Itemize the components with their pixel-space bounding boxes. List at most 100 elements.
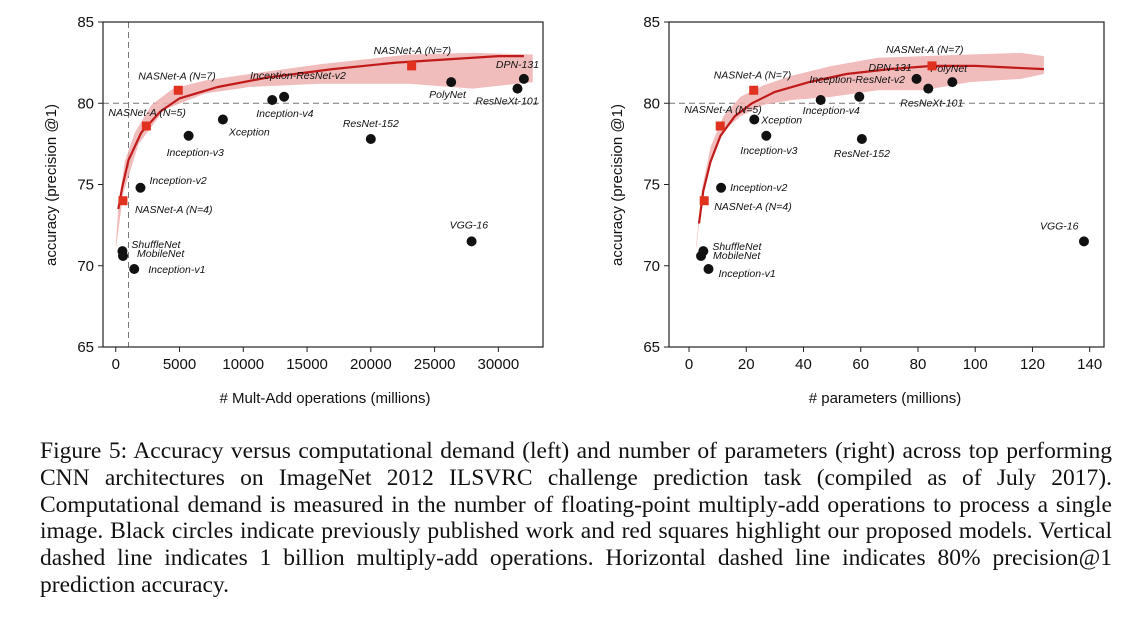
- label-nasnet-a-n-7: NASNet-A (N=7): [714, 69, 792, 81]
- point-inception-v4: [815, 95, 826, 105]
- point-inception-v1: [703, 264, 714, 274]
- point-inception-v4: [267, 95, 278, 105]
- x-tick-label: 100: [963, 356, 988, 373]
- y-axis-label: accuracy (precision @1): [43, 104, 60, 266]
- point-inception-resnet-v2: [854, 91, 865, 102]
- label-dpn-131: DPN-131: [869, 62, 912, 74]
- label-mobilenet: MobileNet: [137, 248, 185, 260]
- square-nasnet-a-n-4: [699, 196, 709, 206]
- x-tick-label: 0: [685, 356, 693, 373]
- label-inception-v2: Inception-v2: [730, 182, 787, 194]
- y-tick-label: 75: [643, 177, 660, 194]
- pareto-band: [696, 52, 1044, 250]
- label-dpn-131: DPN-131: [496, 59, 539, 71]
- y-tick-label: 70: [77, 258, 94, 275]
- square-nasnet-a-n-7: [173, 85, 183, 95]
- label-inception-v2: Inception-v2: [149, 175, 206, 187]
- label-xception: Xception: [228, 127, 270, 139]
- label-polynet: PolyNet: [930, 63, 968, 75]
- x-tick-label: 5000: [163, 356, 196, 373]
- figure-caption: Figure 5: Accuracy versus computational …: [40, 438, 1112, 598]
- point-resnext-101: [512, 83, 523, 94]
- point-inception-resnet-v2: [279, 91, 290, 102]
- label-shufflenet: ShuffleNet: [131, 239, 181, 251]
- label-inception-v4: Inception-v4: [256, 108, 313, 120]
- point-xception: [749, 114, 760, 125]
- point-dpn-131: [911, 73, 922, 84]
- y-tick-label: 75: [77, 177, 94, 194]
- label-nasnet-a-n-5: NASNet-A (N=5): [108, 107, 186, 119]
- x-tick-label: 20000: [350, 356, 392, 373]
- point-resnet-152: [856, 134, 867, 144]
- point-vgg-16: [466, 236, 477, 247]
- point-inception-v3: [183, 130, 194, 141]
- label-inception-v3: Inception-v3: [740, 145, 797, 157]
- label-nasnet-a-n-7: NASNet-A (N=7): [138, 70, 216, 82]
- x-tick-label: 0: [112, 356, 120, 373]
- point-inception-v2: [135, 182, 146, 193]
- x-tick-label: 30000: [478, 356, 520, 373]
- point-inception-v1: [129, 264, 140, 274]
- square-nasnet-a-n-7: [749, 85, 759, 95]
- x-tick-label: 40: [795, 356, 812, 373]
- label-resnet-152: ResNet-152: [834, 148, 890, 160]
- square-nasnet-a-n-7: [407, 61, 417, 71]
- y-tick-label: 85: [643, 14, 660, 31]
- x-tick-label: 140: [1077, 356, 1102, 373]
- square-nasnet-a-n-4: [118, 196, 128, 206]
- square-nasnet-a-n-5: [715, 121, 725, 131]
- label-inception-v3: Inception-v3: [167, 147, 224, 159]
- label-xception: Xception: [760, 115, 802, 127]
- point-polynet: [947, 77, 958, 88]
- label-inception-resnet-v2: Inception-ResNet-v2: [809, 74, 905, 86]
- x-tick-label: 60: [852, 356, 869, 373]
- point-resnet-152: [365, 134, 376, 144]
- point-inception-v2: [716, 182, 727, 193]
- y-tick-label: 80: [77, 95, 94, 112]
- x-tick-label: 120: [1020, 356, 1045, 373]
- x-tick-label: 25000: [414, 356, 456, 373]
- label-resnext-101: ResNeXt-101: [475, 96, 538, 108]
- x-tick-label: 20: [738, 356, 755, 373]
- figure: ShuffleNetMobileNetInception-v1Inception…: [43, 14, 1105, 407]
- point-vgg-16: [1078, 236, 1089, 247]
- point-inception-v3: [761, 130, 772, 141]
- label-nasnet-a-n-7: NASNet-A (N=7): [374, 45, 452, 57]
- x-axis-label: # parameters (millions): [809, 390, 962, 407]
- y-tick-label: 65: [643, 339, 660, 356]
- label-nasnet-a-n-7: NASNet-A (N=7): [886, 44, 964, 56]
- label-inception-v1: Inception-v1: [148, 264, 205, 276]
- point-resnext-101: [923, 83, 934, 94]
- label-vgg-16: VGG-16: [450, 219, 489, 231]
- point-polynet: [446, 77, 457, 88]
- square-nasnet-a-n-5: [141, 121, 151, 131]
- label-mobilenet: MobileNet: [713, 250, 761, 262]
- label-resnext-101: ResNeXt-101: [900, 98, 963, 110]
- label-inception-v1: Inception-v1: [718, 268, 775, 280]
- y-tick-label: 70: [643, 258, 660, 275]
- label-polynet: PolyNet: [429, 89, 467, 101]
- label-shufflenet: ShuffleNet: [712, 241, 762, 253]
- y-tick-label: 65: [77, 339, 94, 356]
- label-inception-v4: Inception-v4: [803, 105, 860, 117]
- label-vgg-16: VGG-16: [1040, 220, 1079, 232]
- point-xception: [217, 114, 228, 125]
- point-mobilenet: [696, 251, 707, 261]
- label-nasnet-a-n-4: NASNet-A (N=4): [714, 201, 792, 213]
- label-nasnet-a-n-4: NASNet-A (N=4): [135, 204, 213, 216]
- label-nasnet-a-n-5: NASNet-A (N=5): [684, 104, 762, 116]
- pareto-trend-line: [697, 64, 1044, 224]
- label-resnet-152: ResNet-152: [343, 118, 399, 130]
- x-tick-label: 80: [910, 356, 927, 373]
- square-nasnet-a-n-7: [927, 61, 937, 71]
- pareto-trend-line: [117, 55, 524, 210]
- x-axis-label: # Mult-Add operations (millions): [220, 390, 431, 407]
- y-tick-label: 80: [643, 95, 660, 112]
- x-tick-label: 10000: [222, 356, 264, 373]
- y-tick-label: 85: [77, 14, 94, 31]
- label-inception-resnet-v2: Inception-ResNet-v2: [250, 70, 346, 82]
- point-mobilenet: [118, 251, 129, 261]
- y-axis-label: accuracy (precision @1): [609, 104, 626, 266]
